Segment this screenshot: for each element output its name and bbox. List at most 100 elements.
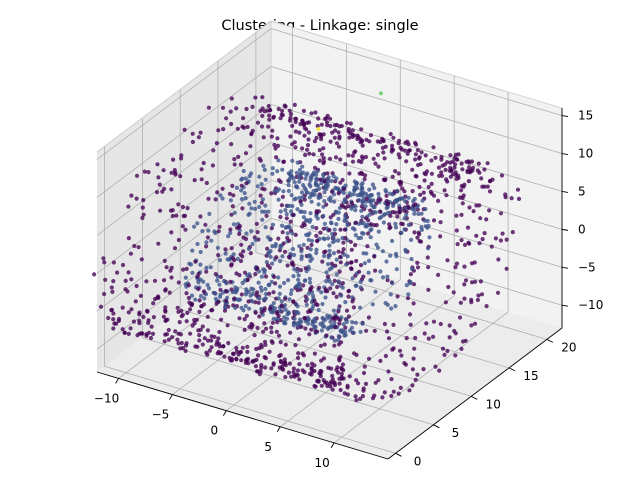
data-point bbox=[366, 231, 371, 236]
data-point bbox=[122, 330, 127, 335]
data-point bbox=[190, 248, 195, 253]
z-tick bbox=[561, 191, 569, 193]
data-point bbox=[303, 294, 308, 299]
data-point bbox=[480, 184, 485, 189]
data-point bbox=[92, 272, 97, 277]
data-point bbox=[258, 285, 263, 290]
data-point bbox=[283, 307, 288, 312]
data-point bbox=[261, 267, 266, 272]
data-point bbox=[333, 155, 339, 160]
data-point bbox=[307, 195, 312, 200]
data-point bbox=[172, 246, 178, 251]
data-point bbox=[250, 323, 255, 328]
z-tick bbox=[561, 304, 569, 307]
data-point bbox=[330, 130, 335, 135]
data-point bbox=[515, 187, 521, 192]
data-point bbox=[238, 162, 243, 167]
data-point bbox=[323, 249, 328, 254]
data-point bbox=[283, 296, 288, 301]
data-point bbox=[248, 251, 253, 256]
data-point bbox=[276, 158, 281, 163]
data-point bbox=[223, 247, 228, 252]
data-point bbox=[321, 378, 326, 383]
data-point bbox=[303, 152, 308, 158]
z-tick-label: 5 bbox=[578, 184, 586, 198]
data-point bbox=[299, 254, 304, 259]
data-point bbox=[228, 109, 233, 114]
data-point bbox=[365, 244, 370, 249]
data-point bbox=[327, 156, 333, 161]
data-point bbox=[305, 363, 310, 368]
data-point bbox=[312, 363, 317, 368]
data-point bbox=[293, 129, 298, 134]
data-point bbox=[309, 199, 314, 204]
data-point bbox=[242, 191, 247, 196]
data-point bbox=[459, 238, 464, 243]
data-point bbox=[363, 154, 369, 160]
data-point bbox=[361, 221, 366, 226]
data-point bbox=[206, 196, 211, 201]
data-point bbox=[295, 269, 300, 274]
data-point bbox=[196, 135, 201, 140]
data-point bbox=[326, 179, 331, 184]
data-point bbox=[358, 279, 363, 284]
data-point bbox=[341, 322, 346, 327]
data-point bbox=[216, 336, 221, 341]
data-point bbox=[291, 370, 296, 375]
data-point bbox=[244, 106, 249, 112]
data-point bbox=[412, 230, 417, 235]
data-point bbox=[423, 153, 428, 158]
data-point bbox=[352, 185, 357, 190]
x-tick bbox=[115, 378, 119, 384]
data-point bbox=[222, 308, 228, 313]
data-point bbox=[257, 296, 262, 301]
data-point bbox=[294, 284, 300, 289]
data-point bbox=[431, 334, 436, 339]
data-point bbox=[294, 116, 299, 121]
data-point bbox=[366, 315, 371, 320]
data-point bbox=[286, 254, 291, 260]
data-point bbox=[484, 304, 489, 309]
data-point bbox=[190, 139, 195, 145]
data-point bbox=[201, 160, 206, 166]
data-point bbox=[329, 379, 334, 384]
data-point bbox=[231, 303, 236, 308]
data-point bbox=[345, 223, 350, 228]
data-point bbox=[331, 308, 336, 313]
data-point bbox=[354, 352, 359, 357]
data-point bbox=[222, 278, 227, 283]
data-point bbox=[312, 324, 317, 329]
data-point bbox=[270, 128, 275, 133]
data-point bbox=[332, 278, 337, 283]
data-point bbox=[333, 315, 338, 320]
data-point bbox=[395, 294, 400, 299]
data-point bbox=[155, 162, 160, 167]
data-point bbox=[288, 134, 293, 139]
data-point bbox=[166, 337, 171, 342]
data-point bbox=[314, 226, 319, 231]
data-point bbox=[382, 321, 387, 327]
data-point bbox=[221, 344, 226, 349]
data-point bbox=[204, 265, 209, 270]
data-point bbox=[264, 326, 269, 331]
data-point bbox=[381, 150, 386, 155]
y-tick bbox=[395, 452, 402, 457]
data-point bbox=[111, 311, 116, 316]
data-point bbox=[180, 345, 185, 351]
data-point bbox=[361, 274, 366, 279]
data-point bbox=[283, 375, 288, 380]
data-point bbox=[426, 336, 431, 341]
data-point bbox=[311, 152, 316, 157]
data-point bbox=[217, 329, 222, 335]
data-point bbox=[288, 330, 293, 335]
data-point bbox=[322, 190, 327, 195]
data-point bbox=[302, 197, 307, 202]
data-point bbox=[266, 103, 271, 109]
data-point bbox=[182, 213, 188, 218]
data-point bbox=[348, 328, 353, 333]
data-point bbox=[196, 286, 201, 292]
data-point bbox=[259, 274, 264, 279]
data-point bbox=[386, 336, 392, 341]
data-point bbox=[386, 369, 391, 374]
data-point bbox=[216, 341, 222, 346]
